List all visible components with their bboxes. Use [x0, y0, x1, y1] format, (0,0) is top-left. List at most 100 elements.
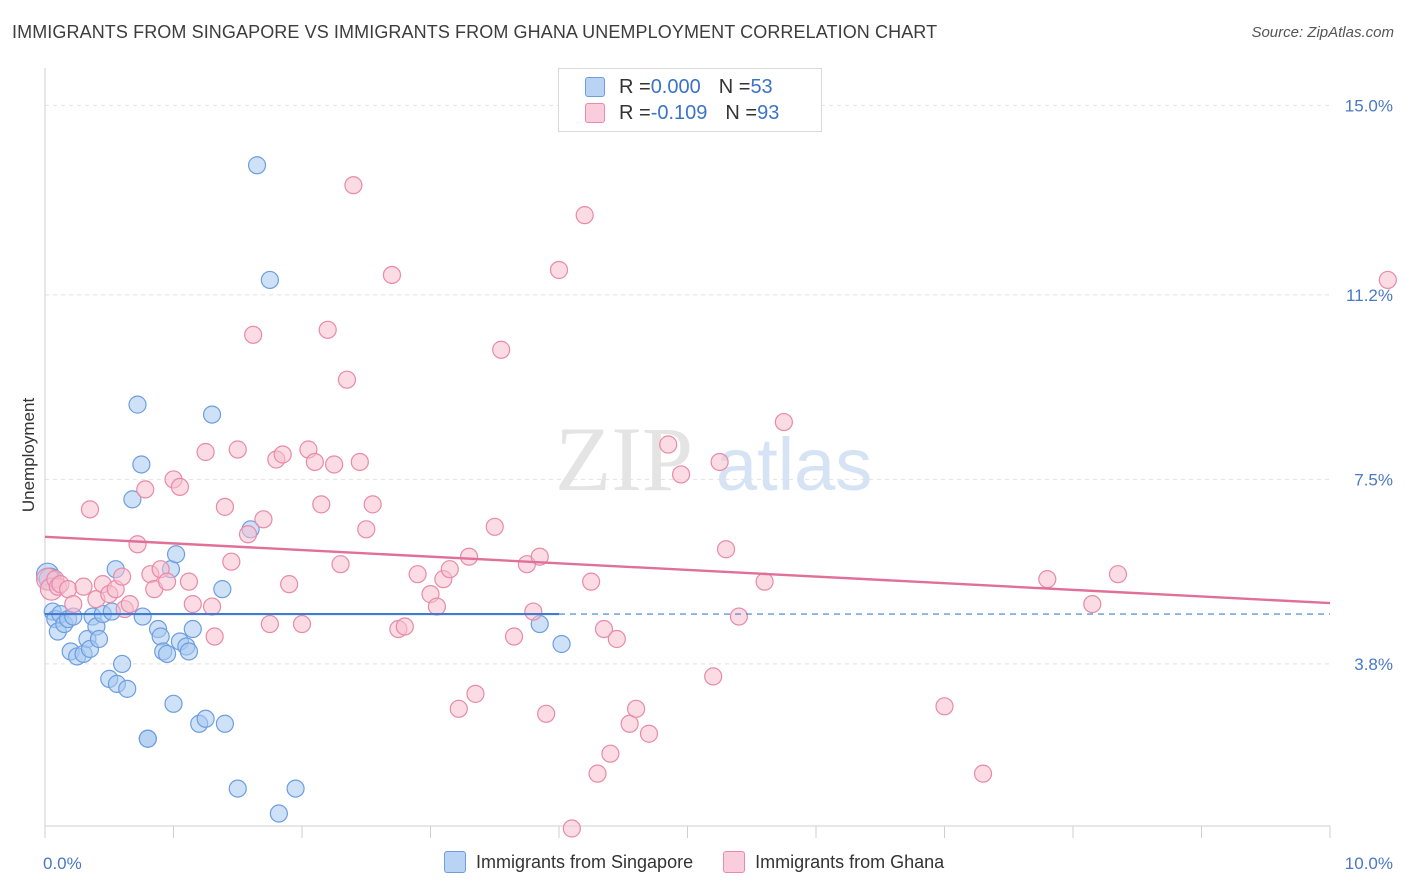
data-point [639, 724, 659, 743]
legend-r-value: 0.000 [650, 75, 701, 98]
data-point [318, 320, 337, 339]
data-point [337, 370, 357, 389]
data-point [1378, 270, 1397, 290]
data-point [170, 477, 190, 497]
data-point [157, 572, 177, 591]
data-point [1083, 594, 1102, 614]
data-point [286, 779, 305, 798]
data-point [138, 729, 157, 748]
data-point [179, 572, 199, 591]
data-point [120, 594, 139, 614]
data-point [492, 340, 511, 359]
stats-legend: R = 0.000 N = 53 R = -0.109 N = 93 [558, 68, 822, 132]
data-point [774, 412, 793, 432]
data-point [524, 602, 543, 621]
data-point [382, 265, 402, 285]
legend-n-label: N = [718, 75, 751, 98]
data-point [395, 617, 414, 636]
data-point [112, 567, 132, 586]
data-point [344, 176, 363, 195]
data-point [205, 627, 224, 646]
data-point [196, 442, 215, 462]
legend-label-ghana: Immigrants from Ghana [755, 851, 945, 872]
data-point [292, 614, 312, 634]
data-point [459, 547, 479, 566]
x-tick-label: 0.0% [43, 854, 82, 873]
axes [44, 68, 1331, 838]
legend-label-singapore: Immigrants from Singapore [476, 851, 694, 872]
watermark-zip: ZIP [555, 408, 693, 510]
data-point [704, 667, 723, 686]
y-axis-title: Unemployment [19, 398, 38, 513]
data-point [74, 577, 93, 596]
data-point [427, 597, 447, 616]
data-point [269, 804, 288, 823]
data-point [601, 744, 620, 763]
data-point [80, 500, 100, 519]
data-point [331, 555, 350, 574]
data-point [202, 405, 222, 424]
legend-n-value: 53 [750, 75, 773, 98]
legend-row-ghana: R = -0.109 N = 93 [585, 101, 779, 125]
data-point [504, 627, 524, 646]
y-tick-label: 3.8% [1354, 655, 1393, 674]
legend-n-label: N = [725, 101, 758, 124]
data-point [215, 497, 234, 516]
data-point [552, 634, 571, 654]
data-point [716, 540, 736, 559]
data-point [485, 517, 504, 536]
ghana-trend-line [44, 535, 1331, 605]
data-point [537, 704, 556, 723]
data-point [659, 435, 678, 454]
data-point [549, 260, 569, 280]
data-point [128, 535, 147, 554]
data-point [157, 644, 177, 664]
data-point [123, 490, 142, 509]
trend-lines [44, 535, 1331, 616]
data-point [1108, 565, 1128, 584]
legend-item-ghana[interactable]: Immigrants from Ghana [723, 851, 944, 873]
y-tick-labels: 3.8% 7.5% 11.2% 15.0% [1345, 96, 1393, 674]
data-point [607, 629, 626, 649]
data-point [575, 206, 594, 225]
data-point [280, 575, 299, 594]
data-point [357, 520, 376, 539]
data-point [440, 560, 459, 579]
data-point [363, 495, 382, 514]
data-point [228, 440, 247, 459]
data-point [562, 819, 581, 838]
ghana-swatch [723, 851, 746, 873]
data-point [729, 607, 749, 626]
data-point [202, 597, 222, 616]
data-point [222, 552, 241, 571]
x-tick-label: 10.0% [1345, 854, 1393, 873]
y-tick-label: 7.5% [1354, 470, 1393, 489]
data-point [64, 594, 83, 614]
data-point [247, 156, 267, 175]
data-point [594, 619, 614, 639]
singapore-swatch [444, 851, 466, 873]
data-point [710, 452, 729, 472]
data-point [213, 580, 232, 599]
source-label: Source: ZipAtlas.com [1251, 24, 1394, 41]
watermark-atlas: atlas [716, 423, 872, 506]
data-point [89, 629, 109, 649]
chart-title: IMMIGRANTS FROM SINGAPORE VS IMMIGRANTS … [12, 22, 938, 42]
data-point [671, 465, 691, 484]
series-singapore-points [35, 156, 571, 823]
data-point [228, 779, 247, 798]
series-ghana-points [35, 176, 1397, 838]
data-point [620, 714, 639, 733]
grid-lines [45, 104, 1330, 665]
data-point [755, 572, 774, 591]
legend-r-value: -0.109 [650, 101, 708, 124]
data-point [273, 445, 292, 464]
data-point [133, 607, 152, 626]
legend-r-label: R = [619, 75, 651, 98]
legend-row-singapore: R = 0.000 N = 53 [585, 75, 773, 99]
legend-r-label: R = [619, 101, 651, 124]
x-tick-labels: 0.0% 10.0% [43, 854, 1393, 873]
data-point [132, 455, 151, 474]
legend-item-singapore[interactable]: Immigrants from Singapore [444, 851, 693, 873]
legend-n-value: 93 [757, 101, 780, 124]
